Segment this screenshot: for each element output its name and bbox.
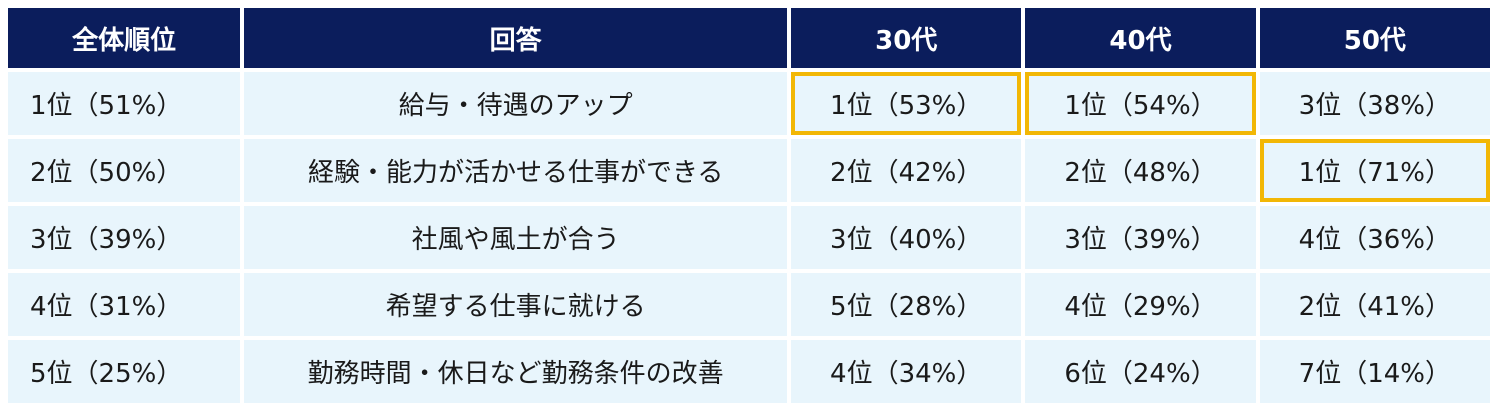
table-row: 1位（51%） 給与・待遇のアップ 1位（53%） 1位（54%） 3位（38%） [8,72,1490,135]
ranking-table: 全体順位 回答 30代 40代 50代 1位（51%） 給与・待遇のアップ 1位（5… [4,4,1494,407]
overall-rank-cell: 4位（31%） [8,273,241,336]
answer-cell: 社風や風土が合う [244,206,788,269]
overall-rank-cell: 3位（39%） [8,206,241,269]
table-row: 5位（25%） 勤務時間・休日など勤務条件の改善 4位（34%） 6位（24%） 7位（… [8,340,1490,403]
header-answer: 回答 [244,8,788,68]
age-50s-cell: 1位（71%） [1259,139,1490,202]
overall-rank-cell: 1位（51%） [8,72,241,135]
age-50s-cell: 2位（41%） [1259,273,1490,336]
age-40s-cell: 6位（24%） [1025,340,1256,403]
answer-cell: 勤務時間・休日など勤務条件の改善 [244,340,788,403]
age-50s-cell: 3位（38%） [1259,72,1490,135]
header-overall-rank: 全体順位 [8,8,241,68]
answer-cell: 希望する仕事に就ける [244,273,788,336]
header-age-30s: 30代 [791,8,1022,68]
age-40s-cell: 4位（29%） [1025,273,1256,336]
age-30s-cell: 5位（28%） [791,273,1022,336]
age-50s-cell: 7位（14%） [1259,340,1490,403]
age-30s-cell: 1位（53%） [791,72,1022,135]
age-30s-cell: 2位（42%） [791,139,1022,202]
answer-cell: 経験・能力が活かせる仕事ができる [244,139,788,202]
age-30s-cell: 4位（34%） [791,340,1022,403]
age-50s-cell: 4位（36%） [1259,206,1490,269]
overall-rank-cell: 5位（25%） [8,340,241,403]
age-40s-cell: 3位（39%） [1025,206,1256,269]
overall-rank-cell: 2位（50%） [8,139,241,202]
header-row: 全体順位 回答 30代 40代 50代 [8,8,1490,68]
age-40s-cell: 1位（54%） [1025,72,1256,135]
age-40s-cell: 2位（48%） [1025,139,1256,202]
ranking-table-container: 全体順位 回答 30代 40代 50代 1位（51%） 給与・待遇のアップ 1位（5… [4,4,1494,407]
table-row: 3位（39%） 社風や風土が合う 3位（40%） 3位（39%） 4位（36%） [8,206,1490,269]
answer-cell: 給与・待遇のアップ [244,72,788,135]
table-body: 1位（51%） 給与・待遇のアップ 1位（53%） 1位（54%） 3位（38%） 2位（… [8,72,1490,403]
header-age-50s: 50代 [1259,8,1490,68]
age-30s-cell: 3位（40%） [791,206,1022,269]
table-row: 2位（50%） 経験・能力が活かせる仕事ができる 2位（42%） 2位（48%） 1位（… [8,139,1490,202]
header-age-40s: 40代 [1025,8,1256,68]
table-row: 4位（31%） 希望する仕事に就ける 5位（28%） 4位（29%） 2位（41%） [8,273,1490,336]
